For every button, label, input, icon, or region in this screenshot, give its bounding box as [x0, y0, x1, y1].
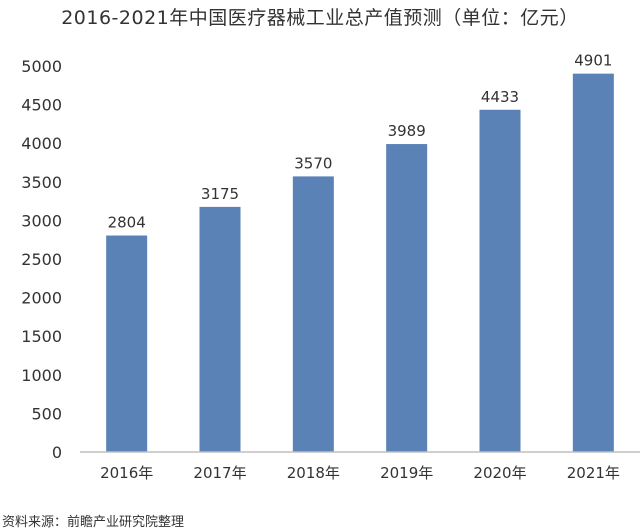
data-label: 3175	[201, 185, 239, 203]
y-tick-label: 4500	[21, 96, 62, 115]
bar	[292, 176, 334, 452]
y-tick-label: 500	[31, 404, 62, 423]
bar	[106, 235, 148, 452]
y-tick-label: 1000	[21, 366, 62, 385]
bar-chart: 0 500 1000 1500 2000 2500 3000 3500 4000 4500 5000…	[21, 52, 640, 482]
bar	[479, 109, 521, 452]
bar	[572, 73, 614, 453]
x-tick-label: 2016年	[100, 464, 153, 482]
source-note: 资料来源：前瞻产业研究院整理	[2, 515, 185, 530]
data-label: 2804	[108, 214, 146, 232]
data-label: 4901	[574, 52, 612, 70]
data-label: 3989	[388, 122, 426, 140]
y-tick-label: 0	[52, 443, 62, 462]
y-tick-label: 5000	[21, 57, 62, 76]
y-tick-label: 1500	[21, 327, 62, 346]
x-tick-label: 2020年	[473, 464, 526, 482]
y-tick-label: 3000	[21, 211, 62, 230]
y-tick-label: 4000	[21, 134, 62, 153]
bar	[199, 206, 241, 452]
y-tick-label: 2500	[21, 250, 62, 269]
x-tick-label: 2021年	[567, 464, 620, 482]
x-tick-label: 2017年	[193, 464, 246, 482]
bar	[386, 144, 428, 452]
data-label: 4433	[481, 88, 519, 106]
y-tick-label: 3500	[21, 173, 62, 192]
data-label: 3570	[294, 154, 332, 172]
chart-title: 2016-2021年中国医疗器械工业总产值预测（单位：亿元）	[61, 7, 579, 29]
x-tick-label: 2019年	[380, 464, 433, 482]
x-tick-label: 2018年	[287, 464, 340, 482]
y-tick-label: 2000	[21, 289, 62, 308]
